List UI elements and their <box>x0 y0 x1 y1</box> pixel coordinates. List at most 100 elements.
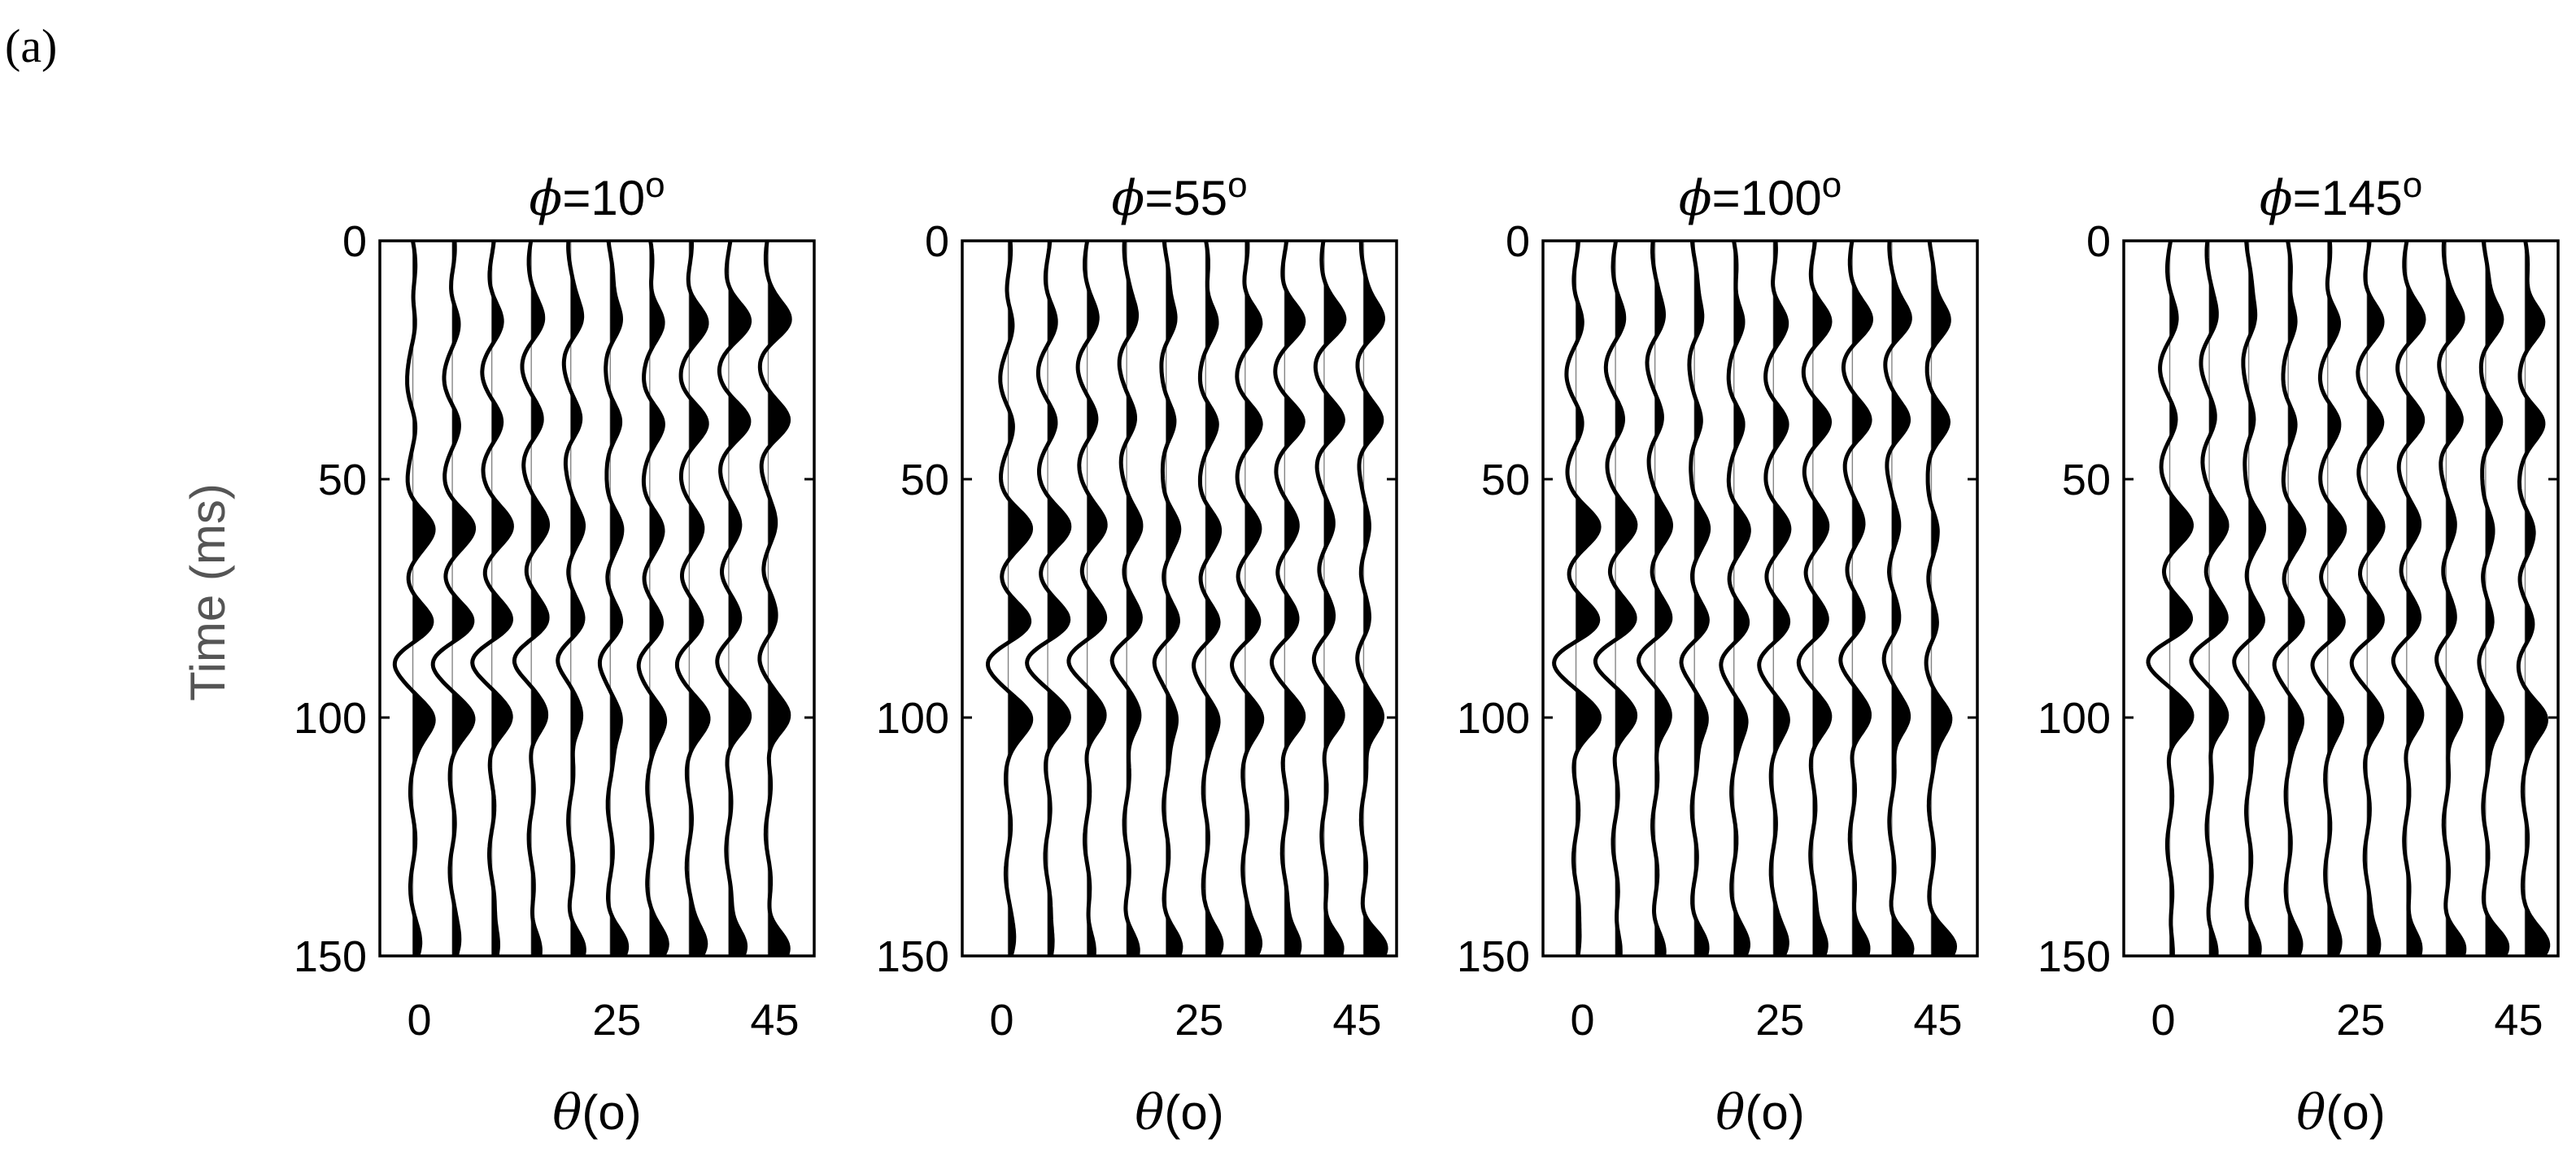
degree-mark: o <box>645 165 665 205</box>
trace-fill <box>1931 241 1955 956</box>
trace-fill <box>1733 241 1750 956</box>
traces <box>2146 240 2551 958</box>
trace-10deg <box>2232 240 2267 957</box>
trace-wiggle <box>2391 240 2426 957</box>
trace-30deg <box>1796 240 1833 957</box>
trace-fill <box>2327 241 2345 956</box>
axes-box <box>2122 239 2560 958</box>
trace-wiggle <box>1355 240 1388 958</box>
trace-wiggle <box>1066 240 1108 957</box>
phi-value: =10 <box>562 171 645 225</box>
trace-fill <box>1205 241 1222 956</box>
trace-wiggle <box>392 240 436 957</box>
y-axis-label: Time (ms) <box>181 483 235 701</box>
trace-25deg <box>2349 240 2386 957</box>
traces <box>986 240 1388 958</box>
x-tick-label: 45 <box>1332 996 1381 1045</box>
trace-wiggle <box>1757 240 1792 958</box>
trace-35deg <box>1838 240 1873 957</box>
trace-wiggle <box>986 240 1034 957</box>
trace-10deg <box>470 240 514 957</box>
trace-wiggle <box>1881 240 1915 957</box>
trace-fill <box>1284 241 1304 956</box>
x-tick-label: 45 <box>1913 996 1962 1045</box>
trace-fill <box>1615 241 1636 956</box>
trace-35deg <box>674 240 711 958</box>
y-tick-label: 50 <box>900 456 949 504</box>
trace-wiggle <box>556 240 586 957</box>
x-tick-label: 25 <box>592 996 641 1045</box>
y-tick-label: 150 <box>2038 932 2111 981</box>
trace-fill <box>1812 241 1830 956</box>
trace-fill <box>768 241 791 956</box>
trace-wiggle <box>1025 240 1072 957</box>
trace-25deg <box>1757 240 1792 958</box>
trace-35deg <box>2434 240 2467 957</box>
trace-wiggle <box>597 240 630 957</box>
trace-45deg <box>1924 240 1957 958</box>
panel-label: (a) <box>5 20 57 72</box>
trace-fill <box>491 241 512 956</box>
trace-10deg <box>1066 240 1108 957</box>
trace-wiggle <box>1796 240 1833 957</box>
trace-fill <box>1852 241 1872 956</box>
x-tick-label: 0 <box>408 996 432 1045</box>
theta-symbol: θ <box>552 1084 582 1141</box>
degree-mark: o <box>1822 165 1842 205</box>
trace-wiggle <box>512 240 551 957</box>
trace-wiggle <box>2434 240 2467 957</box>
trace-20deg <box>1152 240 1183 957</box>
trace-fill <box>2406 241 2424 956</box>
axes-box <box>1541 239 1979 958</box>
y-tick-label: 150 <box>294 932 367 981</box>
panel-1: ϕ=10o 0 50 100 150 0 25 45 θ(o) <box>294 165 816 1141</box>
trace-wiggle <box>1924 240 1957 958</box>
trace-wiggle <box>2232 240 2267 957</box>
theta-unit: (o) <box>2325 1085 2385 1140</box>
trace-wiggle <box>2146 240 2195 956</box>
trace-wiggle <box>2310 240 2347 958</box>
theta-symbol: θ <box>1715 1084 1745 1141</box>
phi-value: =100 <box>1712 171 1822 225</box>
degree-mark: o <box>1227 165 1247 205</box>
theta-symbol: θ <box>2296 1084 2325 1141</box>
y-tick-label: 0 <box>2086 217 2111 266</box>
phi-symbol: ϕ <box>1679 170 1712 227</box>
y-tick-label: 0 <box>925 217 949 266</box>
phi-value: =55 <box>1144 171 1227 225</box>
trace-5deg <box>430 240 477 957</box>
theta-symbol: θ <box>1135 1084 1164 1141</box>
trace-fill <box>728 241 750 956</box>
x-tick-label: 0 <box>2151 996 2176 1045</box>
trace-40deg <box>715 240 752 957</box>
trace-0deg <box>1552 240 1602 957</box>
trace-45deg <box>1355 240 1388 958</box>
trace-10deg <box>1637 240 1673 957</box>
trace-30deg <box>636 240 669 958</box>
trace-5deg <box>1593 240 1638 957</box>
theta-unit: (o) <box>1164 1085 1223 1140</box>
trace-wiggle <box>2477 240 2510 958</box>
panel-title: ϕ=55o <box>1111 165 1247 227</box>
panel-title: ϕ=100o <box>1679 165 1842 227</box>
panel-title: ϕ=145o <box>2260 165 2423 227</box>
panel-2: ϕ=55o 0 50 100 150 0 25 45 θ(o) <box>876 165 1398 1141</box>
trace-fill <box>1694 241 1709 956</box>
trace-40deg <box>1311 240 1347 957</box>
trace-fill <box>1166 241 1181 956</box>
trace-0deg <box>2146 240 2195 956</box>
x-tick-label: 0 <box>1571 996 1595 1045</box>
trace-15deg <box>2272 240 2307 957</box>
trace-wiggle <box>1679 240 1711 957</box>
trace-fill <box>1048 241 1070 956</box>
trace-5deg <box>2189 240 2229 956</box>
y-tick-label: 150 <box>1457 932 1530 981</box>
trace-45deg <box>2516 240 2551 958</box>
trace-fill <box>2288 241 2304 956</box>
panel-4: ϕ=145o 0 50 100 150 0 25 45 θ(o) <box>2038 165 2560 1141</box>
x-tick-label: 45 <box>750 996 799 1045</box>
trace-25deg <box>1192 240 1224 958</box>
y-tick-label: 100 <box>294 694 367 743</box>
theta-unit: (o) <box>1745 1085 1804 1140</box>
